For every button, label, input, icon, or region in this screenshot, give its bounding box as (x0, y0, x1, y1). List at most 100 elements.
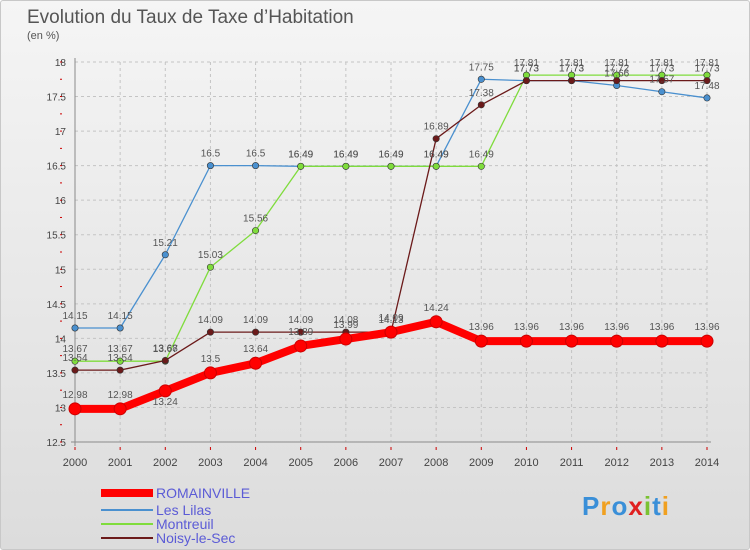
data-label: 17.38 (469, 88, 494, 99)
data-point (568, 77, 576, 85)
data-point (71, 324, 79, 332)
data-label: 13.96 (559, 322, 584, 333)
data-label: 14.09 (198, 315, 223, 326)
data-label: 16.49 (469, 149, 494, 160)
data-label: 17.66 (604, 68, 629, 79)
data-point (161, 356, 169, 364)
data-point (610, 334, 624, 348)
x-tick-label: 2011 (560, 457, 584, 469)
legend-swatch-noisy-le-sec (101, 537, 153, 539)
y-tick-label: 14.5 (47, 300, 67, 311)
data-label: 15.03 (198, 250, 223, 261)
data-label: 17.73 (514, 64, 539, 75)
data-label: 13.54 (62, 353, 87, 364)
data-point (432, 135, 440, 143)
x-tick-label: 2007 (379, 457, 403, 469)
data-label: 12.98 (62, 390, 87, 401)
data-point (613, 77, 621, 85)
data-label: 13.89 (288, 327, 313, 338)
legend-label-les-lilas: Les Lilas (156, 502, 212, 518)
data-label: 14.09 (243, 315, 268, 326)
data-point (161, 251, 169, 259)
data-point (477, 75, 485, 83)
data-point (203, 366, 217, 380)
y-tick-label: 12.5 (47, 438, 67, 449)
data-point (522, 77, 530, 85)
data-label: 14.09 (288, 315, 313, 326)
y-tick-label: 16 (55, 196, 67, 207)
data-label: 13.96 (514, 322, 539, 333)
data-label: 14.15 (62, 311, 87, 322)
data-point (252, 328, 260, 336)
data-label: 16.5 (246, 149, 266, 160)
data-label: 17.81 (604, 58, 629, 69)
data-point (294, 339, 308, 353)
x-tick-label: 2010 (514, 457, 538, 469)
legend-item-les-lilas: Les Lilas (101, 503, 211, 517)
data-label: 17.73 (559, 64, 584, 75)
y-tick-label: 16.5 (47, 162, 67, 173)
legend-label-noisy-le-sec: Noisy-le-Sec (156, 530, 236, 546)
data-point (565, 334, 579, 348)
data-label: 16.49 (333, 149, 358, 160)
data-label: 14.24 (424, 303, 449, 314)
data-label: 13.96 (649, 322, 674, 333)
data-point (658, 88, 666, 96)
data-label: 17.73 (514, 64, 539, 75)
data-point (158, 384, 172, 398)
data-label: 17.81 (559, 58, 584, 69)
x-tick-label: 2000 (63, 457, 87, 469)
legend-item-montreuil: Montreuil (101, 517, 214, 531)
data-point (116, 366, 124, 374)
proxiti-logo: Proxiti (582, 491, 670, 521)
data-point (658, 77, 666, 85)
data-point (116, 357, 124, 365)
legend-swatch-les-lilas (101, 509, 153, 511)
x-tick-label: 2002 (153, 457, 177, 469)
y-tick-label: 14 (55, 334, 67, 345)
y-tick-label: 13 (55, 403, 67, 414)
legend-item-romainville: ROMAINVILLE (101, 486, 250, 500)
legend-swatch-montreuil (101, 523, 153, 525)
data-point (297, 328, 305, 336)
data-label: 16.49 (424, 149, 449, 160)
data-point (252, 162, 260, 170)
legend-swatch-romainville (101, 489, 153, 497)
data-point (206, 328, 214, 336)
data-label: 13.24 (153, 397, 178, 408)
x-tick-label: 2014 (695, 457, 719, 469)
data-point (206, 263, 214, 271)
data-label: 15.21 (153, 238, 178, 249)
data-label: 16.49 (288, 149, 313, 160)
data-label: 17.57 (649, 75, 674, 86)
data-point (206, 162, 214, 170)
x-tick-label: 2008 (424, 457, 448, 469)
data-point (339, 332, 353, 346)
data-label: 13.96 (469, 322, 494, 333)
x-tick-label: 2001 (108, 457, 132, 469)
data-point (252, 227, 260, 235)
data-point (387, 162, 395, 170)
data-point (116, 324, 124, 332)
data-label: 13.99 (333, 320, 358, 331)
y-tick-label: 15 (55, 265, 67, 276)
data-label: 13.96 (694, 322, 719, 333)
data-point (71, 357, 79, 365)
data-label: 13.67 (153, 344, 178, 355)
data-label: 17.75 (469, 62, 494, 73)
data-label: 13.54 (108, 353, 133, 364)
data-label: 16.89 (424, 122, 449, 133)
data-point (477, 162, 485, 170)
data-label: 17.81 (694, 58, 719, 69)
data-label: 13.5 (201, 354, 221, 365)
x-tick-label: 2009 (469, 457, 493, 469)
chart-title: Evolution du Taux de Taxe d’Habitation (27, 7, 354, 28)
data-label: 14.13 (378, 315, 403, 326)
data-label: 16.5 (201, 149, 221, 160)
x-tick-label: 2005 (288, 457, 312, 469)
data-label: 13.67 (62, 344, 87, 355)
data-label: 16.49 (378, 149, 403, 160)
data-label: 14.08 (333, 315, 358, 326)
data-label: 14.15 (108, 311, 133, 322)
